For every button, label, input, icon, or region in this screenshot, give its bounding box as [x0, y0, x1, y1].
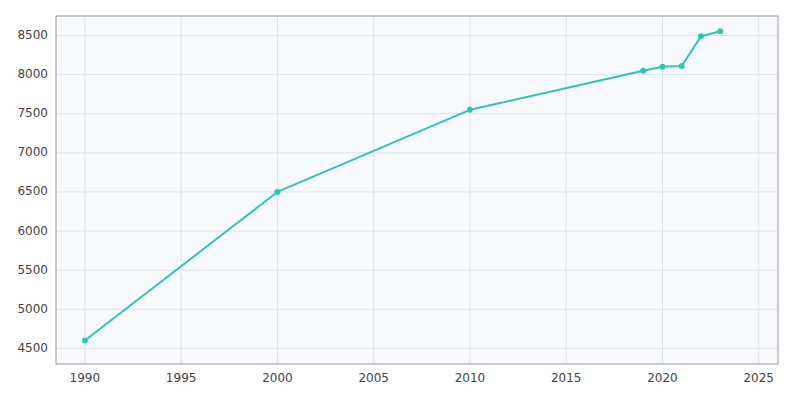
y-grid-line	[56, 191, 778, 192]
y-grid-line	[56, 35, 778, 36]
y-grid-line	[56, 113, 778, 114]
tick-labels: 4500 5000 5500 6000 6500 7000 7500 8000 8500 1990…	[17, 28, 774, 385]
x-tick-label: 2020	[647, 371, 678, 385]
y-tick-label: 4500	[17, 341, 48, 355]
y-grid-line	[56, 270, 778, 271]
y-tick-label: 5000	[17, 302, 48, 316]
plot-frame	[56, 16, 778, 364]
x-tick-label: 2005	[358, 371, 389, 385]
point	[640, 68, 646, 74]
y-grid-line	[56, 348, 778, 349]
x-tick-label: 2000	[262, 371, 293, 385]
grid	[56, 16, 778, 364]
y-tick-label: 6000	[17, 224, 48, 238]
y-tick-label: 8000	[17, 67, 48, 81]
y-grid-line	[56, 231, 778, 232]
point	[274, 189, 280, 195]
point	[679, 63, 685, 69]
y-grid-line	[56, 152, 778, 153]
plot-background	[56, 16, 778, 364]
x-grid-line	[469, 16, 470, 364]
series	[82, 28, 723, 343]
line	[85, 31, 720, 340]
y-tick-label: 6500	[17, 184, 48, 198]
x-grid-line	[758, 16, 759, 364]
point	[717, 28, 723, 34]
y-tick-label: 8500	[17, 28, 48, 42]
x-tick-label: 2025	[743, 371, 774, 385]
y-tick-label: 7000	[17, 145, 48, 159]
chart-container: 4500 5000 5500 6000 6500 7000 7500 8000 8500 1990…	[0, 0, 800, 400]
x-grid-line	[84, 16, 85, 364]
x-grid-line	[373, 16, 374, 364]
point	[698, 33, 704, 39]
y-tick-label: 5500	[17, 263, 48, 277]
x-tick-label: 2015	[551, 371, 582, 385]
x-grid-line	[181, 16, 182, 364]
x-grid-line	[566, 16, 567, 364]
y-tick-label: 7500	[17, 106, 48, 120]
x-tick-label: 1990	[70, 371, 101, 385]
x-tick-label: 1995	[166, 371, 197, 385]
y-grid-line	[56, 309, 778, 310]
x-tick-label: 2010	[455, 371, 486, 385]
y-grid-line	[56, 74, 778, 75]
point	[467, 107, 473, 113]
point	[82, 338, 88, 344]
point	[659, 64, 665, 70]
chart: 4500 5000 5500 6000 6500 7000 7500 8000 8500 1990…	[0, 0, 800, 400]
